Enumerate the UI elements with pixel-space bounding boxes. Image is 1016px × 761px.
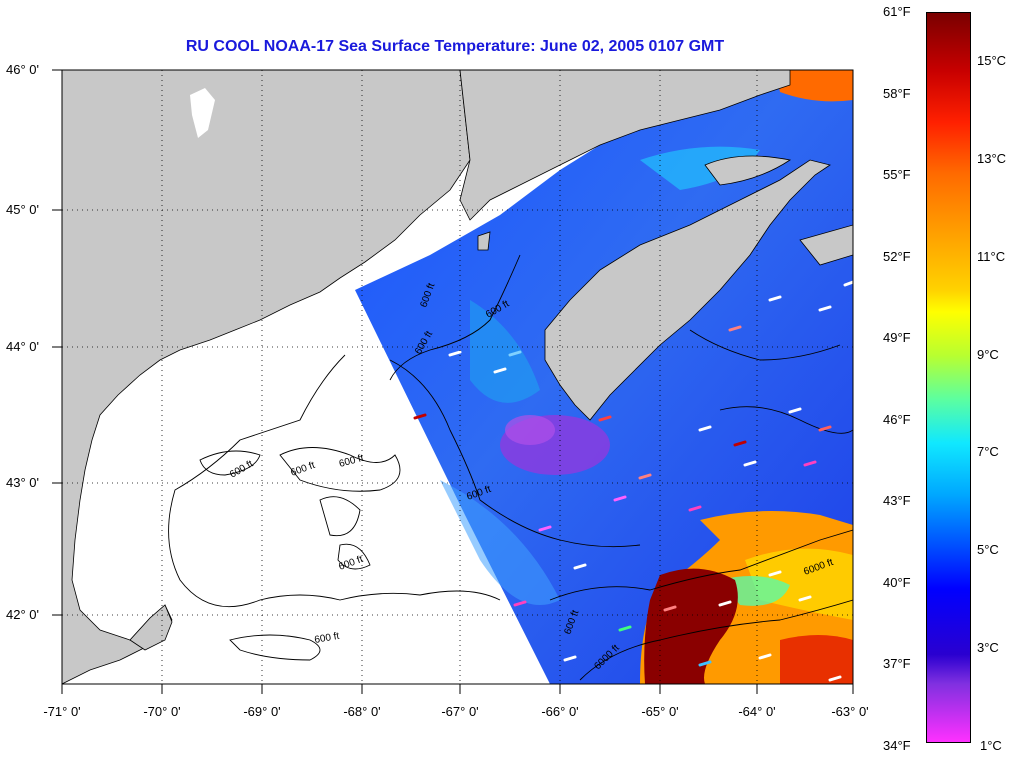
colorbar-f-label: 40°F xyxy=(883,575,911,590)
colorbar-f-label: 55°F xyxy=(883,167,911,182)
colorbar-c-label: 15°C xyxy=(977,53,1007,68)
land-cape-cod xyxy=(129,604,173,651)
sst-warm-edge xyxy=(775,70,853,102)
lon-tick-label: -68° 0' xyxy=(343,704,380,719)
lat-tick-label: 46° 0' xyxy=(6,62,39,77)
colorbar-c-label: 13°C xyxy=(977,151,1007,166)
colorbar-f-label: 37°F xyxy=(883,656,911,671)
lat-tick-label: 43° 0' xyxy=(6,475,39,490)
land-nova-scotia xyxy=(544,159,831,421)
cloud-patch xyxy=(190,88,215,138)
colorbar-f-label: 46°F xyxy=(883,412,911,427)
colorbar-f-label: 43°F xyxy=(883,493,911,508)
land-cape-breton-area xyxy=(799,224,853,266)
graticule xyxy=(62,70,853,684)
lat-tick-label: 42° 0' xyxy=(6,607,39,622)
sst-cyan-patch xyxy=(470,300,540,403)
colorbar-c-label: 9°C xyxy=(977,347,999,362)
land-pei-area xyxy=(704,155,792,186)
lon-tick-label: -70° 0' xyxy=(143,704,180,719)
lon-tick-label: -71° 0' xyxy=(43,704,80,719)
lat-tick-label: 45° 0' xyxy=(6,202,39,217)
map-title: RU COOL NOAA-17 Sea Surface Temperature:… xyxy=(185,38,725,55)
sst-cyan-patch xyxy=(440,480,560,605)
axis-ticks xyxy=(52,69,854,694)
colorbar-f-label: 34°F xyxy=(883,738,911,753)
lon-tick-label: -63° 0' xyxy=(831,704,868,719)
land-grand-manan xyxy=(477,231,491,251)
lon-tick-label: -67° 0' xyxy=(441,704,478,719)
colorbar-f-label: 58°F xyxy=(883,86,911,101)
land-new-brunswick xyxy=(459,70,791,221)
lat-tick-label: 44° 0' xyxy=(6,339,39,354)
lon-tick-label: -64° 0' xyxy=(738,704,775,719)
lon-tick-label: -66° 0' xyxy=(541,704,578,719)
colorbar-c-label: 3°C xyxy=(977,640,999,655)
sst-warm-region xyxy=(780,635,853,684)
contour-label: 600 ft xyxy=(314,631,341,646)
colorbar-c-label: 11°C xyxy=(977,249,1006,264)
sst-cold-patch xyxy=(505,415,555,445)
lon-tick-label: -65° 0' xyxy=(641,704,678,719)
map-frame xyxy=(61,69,854,685)
colorbar-f-label: 61°F xyxy=(883,4,911,19)
bathymetry-contours xyxy=(168,254,853,681)
temperature-colorbar xyxy=(926,12,971,743)
colorbar-c-label: 5°C xyxy=(977,542,999,557)
data-streaks xyxy=(413,280,853,682)
colorbar-f-label: 49°F xyxy=(883,330,911,345)
lon-tick-label: -69° 0' xyxy=(243,704,280,719)
colorbar-f-label: 52°F xyxy=(883,249,911,264)
colorbar-c-label: 1°C xyxy=(980,738,1002,753)
colorbar-c-label: 7°C xyxy=(977,444,999,459)
sst-hot-core xyxy=(644,568,738,684)
